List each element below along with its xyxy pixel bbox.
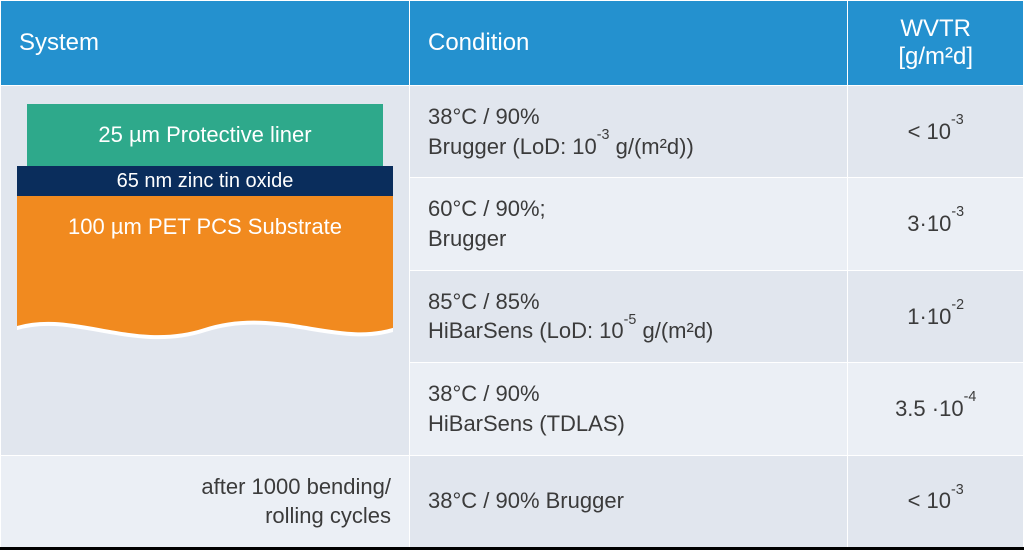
footer-system-line2: rolling cycles: [265, 503, 391, 528]
wvtr-cell: 3.5 ·10-4: [848, 363, 1024, 455]
wave-icon: [17, 314, 393, 346]
wvtr-pre: < 10: [908, 488, 951, 513]
wvtr-table: System Condition WVTR [g/m²d] 25 µm Prot…: [0, 0, 1024, 550]
condition-cell: 38°C / 90% Brugger: [410, 455, 848, 548]
condition-line2-sup: -5: [624, 312, 637, 328]
wvtr-pre: 3.5 ·10: [895, 396, 964, 421]
wvtr-pre: 3·10: [907, 211, 951, 236]
header-condition: Condition: [410, 1, 848, 86]
wvtr-sup: -2: [951, 297, 964, 313]
layer-diagram: 25 µm Protective liner 65 nm zinc tin ox…: [17, 104, 393, 346]
condition-cell: 85°C / 85% HiBarSens (LoD: 10-5 g/(m²d): [410, 270, 848, 362]
layer-substrate-label: 100 µm PET PCS Substrate: [68, 214, 342, 240]
table-row: 25 µm Protective liner 65 nm zinc tin ox…: [1, 86, 1024, 178]
condition-line2-pre: Brugger (LoD: 10: [428, 134, 597, 159]
wvtr-cell: 3·10-3: [848, 178, 1024, 270]
footer-system-cell: after 1000 bending/ rolling cycles: [1, 455, 410, 548]
wvtr-cell: < 10-3: [848, 86, 1024, 178]
condition-line1: 38°C / 90%: [428, 104, 540, 129]
wvtr-pre: 1·10: [907, 304, 951, 329]
wvtr-sup: -3: [951, 204, 964, 220]
condition-cell: 60°C / 90%; Brugger: [410, 178, 848, 270]
table-header-row: System Condition WVTR [g/m²d]: [1, 1, 1024, 86]
condition-line2-pre: HiBarSens (LoD: 10: [428, 318, 624, 343]
condition-cell: 38°C / 90% HiBarSens (TDLAS): [410, 363, 848, 455]
layer-substrate: 100 µm PET PCS Substrate: [17, 196, 393, 346]
condition-line1: 85°C / 85%: [428, 289, 540, 314]
condition-line2-pre: HiBarSens (TDLAS): [428, 411, 625, 436]
condition-line2-sup: -3: [597, 127, 610, 143]
system-diagram-cell: 25 µm Protective liner 65 nm zinc tin ox…: [1, 86, 410, 456]
condition-line2-post: g/(m²d)): [609, 134, 693, 159]
footer-system-line1: after 1000 bending/: [201, 474, 391, 499]
layer-liner: 25 µm Protective liner: [27, 104, 383, 166]
header-wvtr: WVTR [g/m²d]: [848, 1, 1024, 86]
header-system: System: [1, 1, 410, 86]
wvtr-sup: -4: [964, 389, 977, 405]
wvtr-sup: -3: [951, 482, 964, 498]
condition-line2-post: g/(m²d): [636, 318, 713, 343]
condition-line1: 60°C / 90%;: [428, 196, 546, 221]
condition-line1: 38°C / 90%: [428, 381, 540, 406]
condition-line2-pre: Brugger: [428, 226, 506, 251]
wvtr-pre: < 10: [908, 119, 951, 144]
wvtr-sup: -3: [951, 112, 964, 128]
table-row: after 1000 bending/ rolling cycles 38°C …: [1, 455, 1024, 548]
condition-cell: 38°C / 90% Brugger (LoD: 10-3 g/(m²d)): [410, 86, 848, 178]
wvtr-cell: 1·10-2: [848, 270, 1024, 362]
layer-zto: 65 nm zinc tin oxide: [17, 166, 393, 196]
wvtr-cell: < 10-3: [848, 455, 1024, 548]
